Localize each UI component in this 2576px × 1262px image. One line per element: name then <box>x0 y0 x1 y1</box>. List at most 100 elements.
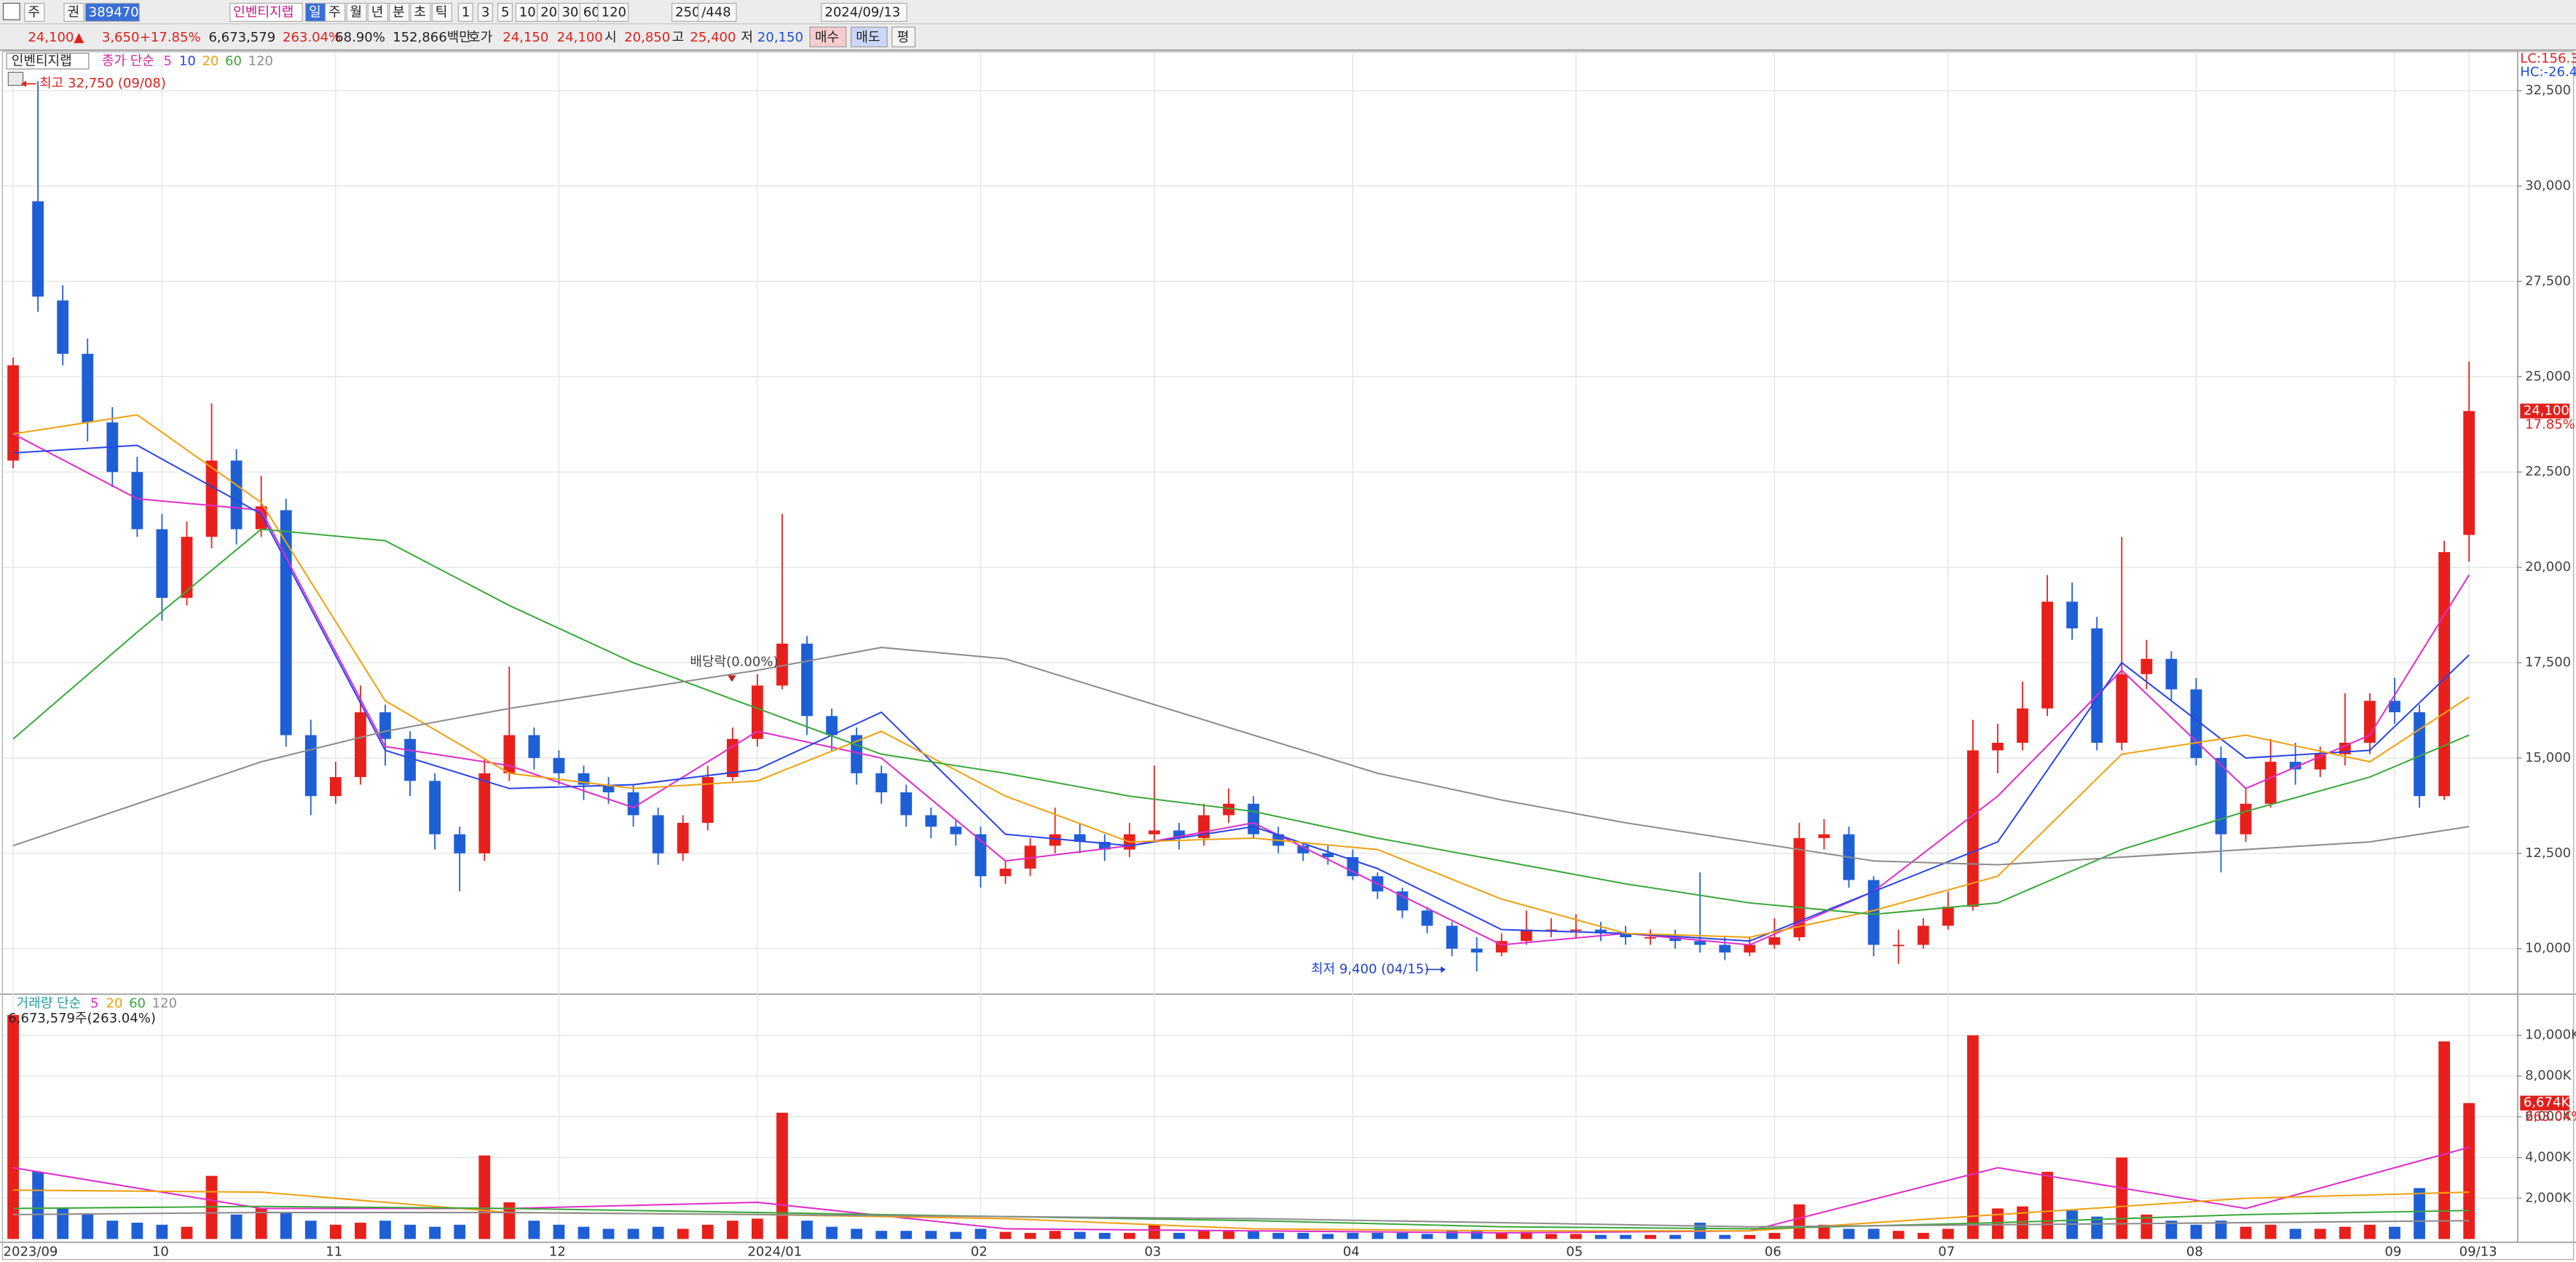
candle-body <box>2364 701 2376 743</box>
toolbar-button[interactable] <box>497 2 513 22</box>
toolbar-label[interactable]: 월 <box>350 5 362 20</box>
stock-name-box[interactable] <box>6 52 90 70</box>
toolbar-label[interactable]: 일 <box>309 5 321 20</box>
volume-legend-entry[interactable]: 5 <box>90 996 98 1011</box>
quote-field[interactable]: 평 <box>897 30 910 45</box>
legend-entry[interactable]: 120 <box>248 54 273 69</box>
toolbar-label[interactable]: 250 <box>675 5 700 20</box>
toolbar-button[interactable] <box>389 2 410 22</box>
toolbar-button[interactable] <box>24 2 45 22</box>
date-label: 03 <box>1144 1244 1161 1259</box>
toolbar-label[interactable]: 주 <box>28 5 40 20</box>
toolbar-button[interactable] <box>698 2 737 22</box>
candle-body <box>1396 891 1409 911</box>
volume-bar <box>1818 1224 1830 1239</box>
toolbar-label[interactable]: /448 <box>701 5 730 20</box>
volume-bar <box>2116 1157 2128 1239</box>
candle-body <box>1818 834 1830 838</box>
toolbar-button[interactable] <box>84 2 140 22</box>
change-label: 17.85% <box>2525 417 2575 433</box>
order-button[interactable] <box>891 26 916 47</box>
toolbar-label[interactable]: 389470 <box>89 5 139 20</box>
high-arrow-head <box>21 80 27 87</box>
mark-layer <box>7 81 2475 1239</box>
candle-body <box>2165 658 2178 690</box>
legend-entry[interactable]: 20 <box>202 54 218 69</box>
toolbar-label[interactable]: 10 <box>519 5 536 20</box>
order-button[interactable] <box>850 26 888 47</box>
candle-body <box>1669 937 1682 942</box>
last-price-label: 24,100 <box>2524 403 2569 418</box>
toolbar-label[interactable]: 인벤티지랩 <box>233 5 294 20</box>
volume-bar <box>1892 1231 1905 1239</box>
toolbar-label[interactable]: 20 <box>540 5 557 20</box>
toolbar-button[interactable] <box>671 2 703 22</box>
volume-legend-entry[interactable]: 60 <box>129 996 146 1011</box>
candle-body <box>925 815 937 827</box>
candle-body <box>1173 830 1185 838</box>
candle-body <box>2017 708 2028 743</box>
moving-average-line <box>12 433 2470 946</box>
price-tick-label: 10,000 <box>2525 941 2571 956</box>
volume-bar <box>2264 1224 2277 1239</box>
toolbar-label[interactable]: 5 <box>501 5 509 20</box>
toolbar-label[interactable]: 주 <box>328 5 341 20</box>
toolbar-button[interactable] <box>597 2 629 22</box>
stock-name[interactable]: 인벤티지랩 <box>12 54 72 69</box>
quote-field[interactable]: 매도 <box>856 30 880 45</box>
toolbar-button[interactable] <box>537 2 560 22</box>
toolbar-button[interactable] <box>325 2 346 22</box>
candle-body <box>1520 929 1532 942</box>
toolbar-button[interactable] <box>431 2 452 22</box>
candle-body <box>2289 762 2301 770</box>
toolbar-button[interactable] <box>229 2 303 22</box>
volume-legend-entry[interactable]: 20 <box>106 996 122 1011</box>
date-label: 06 <box>1765 1244 1781 1259</box>
quote-field[interactable]: 매수 <box>815 30 839 45</box>
toolbar-label[interactable]: 년 <box>371 5 384 20</box>
toolbar-label[interactable]: 분 <box>393 5 405 20</box>
low-arrow-head <box>1441 966 1446 973</box>
candle-body <box>677 822 689 853</box>
toolbar-button[interactable] <box>457 2 473 22</box>
toolbar-label[interactable]: 1 <box>462 5 470 20</box>
toolbar-button[interactable] <box>367 2 388 22</box>
toolbar-button[interactable] <box>305 2 326 22</box>
legend-entry[interactable]: 60 <box>225 54 242 69</box>
toolbar-label[interactable]: 2024/09/13 <box>824 5 900 20</box>
volume-bar <box>652 1226 664 1239</box>
toolbar-button[interactable] <box>821 2 907 22</box>
volume-bar <box>280 1212 292 1239</box>
toolbar-button[interactable] <box>410 2 431 22</box>
volume-bar <box>1049 1231 1061 1239</box>
candle-body <box>1793 837 1805 938</box>
toolbar-button[interactable] <box>477 2 493 22</box>
toolbar-label[interactable]: 틱 <box>436 5 448 20</box>
volume-bar <box>1967 1035 1979 1239</box>
candle-body <box>2041 602 2053 709</box>
volume-bar <box>974 1229 987 1239</box>
order-button[interactable] <box>809 26 847 47</box>
legend-entry[interactable]: 10 <box>179 54 196 69</box>
volume-bar <box>1371 1233 1384 1239</box>
toolbar-button[interactable] <box>63 2 84 22</box>
candle-body <box>2264 762 2277 804</box>
toolbar-label[interactable]: 초 <box>414 5 426 20</box>
toolbar-button[interactable] <box>346 2 367 22</box>
candle-body <box>950 827 962 835</box>
toolbar-label[interactable]: 120 <box>602 5 626 20</box>
volume-bar <box>2215 1220 2227 1239</box>
toolbar-label[interactable]: 권 <box>67 5 79 20</box>
legend-entry[interactable]: 5 <box>163 54 171 69</box>
toolbar-button[interactable] <box>515 2 539 22</box>
candle-body <box>1768 937 1781 945</box>
volume-bar <box>1123 1233 1135 1239</box>
candle-body <box>1892 944 1905 947</box>
toolbar-label[interactable]: 60 <box>583 5 600 20</box>
volume-bar <box>2414 1188 2425 1239</box>
toolbar-label[interactable]: 30 <box>562 5 578 20</box>
volume-bar <box>2289 1229 2301 1239</box>
window-icon[interactable] <box>2 2 20 20</box>
toolbar-label[interactable]: 3 <box>481 5 489 20</box>
volume-legend-entry[interactable]: 120 <box>152 996 177 1011</box>
